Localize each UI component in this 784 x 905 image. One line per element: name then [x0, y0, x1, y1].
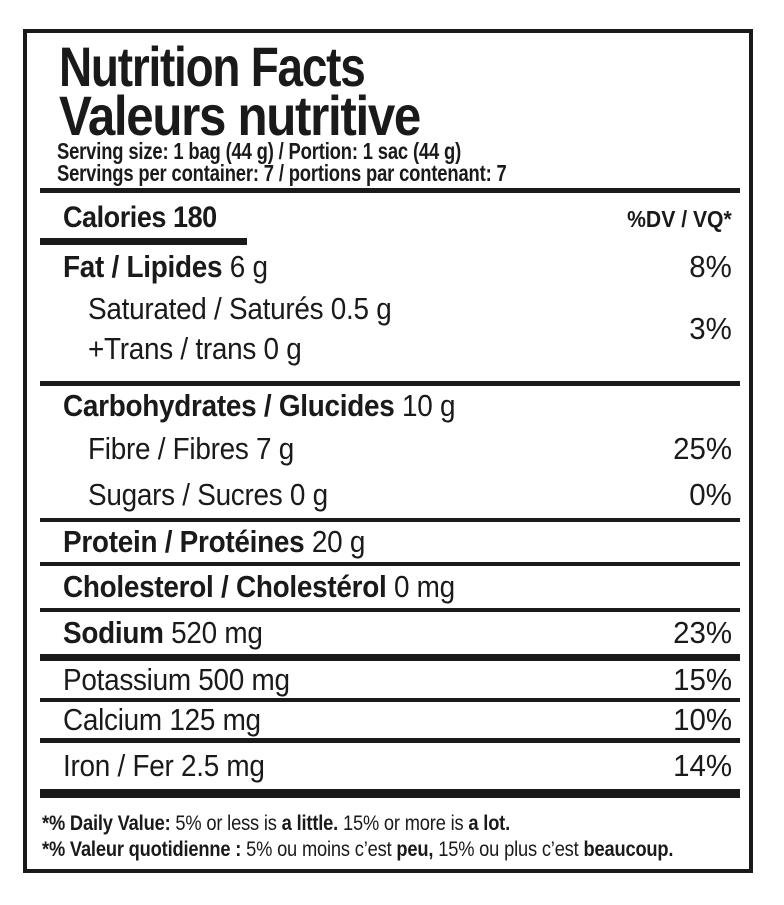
dv-value: 14%: [673, 748, 732, 783]
dv-value: 8%: [689, 249, 732, 284]
nutrient-amount: 125 mg: [161, 702, 261, 737]
nutrient-name: Sodium 520 mg: [63, 615, 263, 650]
divider-heavy: [40, 381, 740, 386]
row-trans-fat: +Trans / trans 0 g: [40, 329, 740, 369]
dv-value: 0%: [689, 477, 732, 512]
divider-heavy: [40, 188, 740, 193]
nutrient-name: Cholesterol / Cholestérol 0 mg: [63, 569, 455, 604]
footnote-english: *% Daily Value: 5% or less is a little. …: [42, 811, 511, 835]
dv-value: 15%: [673, 661, 732, 697]
nutrient-name: +Trans / trans 0 g: [88, 331, 302, 366]
calories-underline: [40, 238, 247, 245]
nutrient-name: Protein / Protéines 20 g: [63, 524, 366, 559]
divider: [40, 698, 740, 702]
row-fat: Fat / Lipides 6 g 8%: [40, 245, 740, 289]
row-iron: Iron / Fer 2.5 mg 14%: [40, 743, 740, 789]
dv-value: 3%: [689, 311, 732, 346]
row-protein: Protein / Protéines 20 g: [40, 522, 740, 562]
nutrient-name: Saturated / Saturés 0.5 g: [88, 291, 392, 326]
nutrient-amount: 6 g: [222, 249, 268, 284]
divider: [40, 608, 740, 612]
nutrients-table: Calories 180 %DV / VQ* Fat / Lipides 6 g…: [40, 188, 740, 798]
nutrition-facts-panel: Nutrition Facts Valeurs nutritive Servin…: [23, 29, 753, 873]
calories-value: Calories 180: [63, 201, 217, 234]
saturated-trans-group: Saturated / Saturés 0.5 g +Trans / trans…: [40, 289, 740, 369]
daily-value-header: %DV / VQ*: [627, 206, 732, 232]
dv-value: 10%: [673, 702, 732, 737]
nutrient-name: Fibre / Fibres 7 g: [88, 431, 295, 466]
divider-heavy: [40, 654, 740, 661]
nutrient-amount: 0 g: [282, 477, 328, 512]
nutrient-name: Iron / Fer 2.5 mg: [63, 748, 265, 783]
nutrient-amount: 0 mg: [386, 569, 455, 604]
nutrient-amount: 2.5 mg: [173, 748, 265, 783]
divider-extra-heavy: [40, 789, 740, 798]
row-saturated-fat: Saturated / Saturés 0.5 g: [40, 289, 740, 329]
title-english: Nutrition Facts: [59, 35, 366, 98]
nutrient-name: Fat / Lipides 6 g: [63, 249, 268, 284]
serving-size-line: Serving size: 1 bag (44 g) / Portion: 1 …: [57, 138, 462, 164]
nutrient-name: Sugars / Sucres 0 g: [88, 477, 328, 512]
divider: [40, 738, 740, 743]
dv-value: 23%: [673, 615, 732, 650]
nutrient-name: Carbohydrates / Glucides 10 g: [63, 388, 456, 423]
nutrient-amount: 20 g: [304, 524, 366, 559]
nutrient-amount: 7 g: [248, 431, 295, 466]
row-calcium: Calcium 125 mg 10%: [40, 702, 740, 738]
dv-value: 25%: [673, 431, 732, 466]
nutrient-amount: 10 g: [394, 388, 456, 423]
divider: [40, 518, 740, 522]
footnotes: *% Daily Value: 5% or less is a little. …: [42, 810, 740, 862]
nutrient-name: Potassium 500 mg: [63, 661, 290, 697]
nutrient-amount: 520 mg: [163, 615, 263, 650]
footnote-french: *% Valeur quotidienne : 5% ou moins c’es…: [42, 837, 674, 861]
nutrient-name: Calcium 125 mg: [63, 702, 261, 737]
row-carbohydrates: Carbohydrates / Glucides 10 g: [40, 386, 740, 426]
row-sodium: Sodium 520 mg 23%: [40, 612, 740, 654]
nutrient-amount: 0.5 g: [323, 291, 392, 326]
nutrient-amount: 0 g: [256, 331, 302, 366]
nutrient-amount: 500 mg: [190, 661, 290, 697]
row-potassium: Potassium 500 mg 15%: [40, 661, 740, 698]
calories-row: Calories 180 %DV / VQ*: [40, 193, 740, 233]
divider: [40, 562, 740, 566]
servings-per-container-line: Servings per container: 7 / portions par…: [57, 160, 507, 186]
row-fibre: Fibre / Fibres 7 g 25%: [40, 426, 740, 472]
row-sugars: Sugars / Sucres 0 g 0%: [40, 472, 740, 518]
row-cholesterol: Cholesterol / Cholestérol 0 mg: [40, 566, 740, 608]
title-french: Valeurs nutritive: [59, 84, 421, 147]
